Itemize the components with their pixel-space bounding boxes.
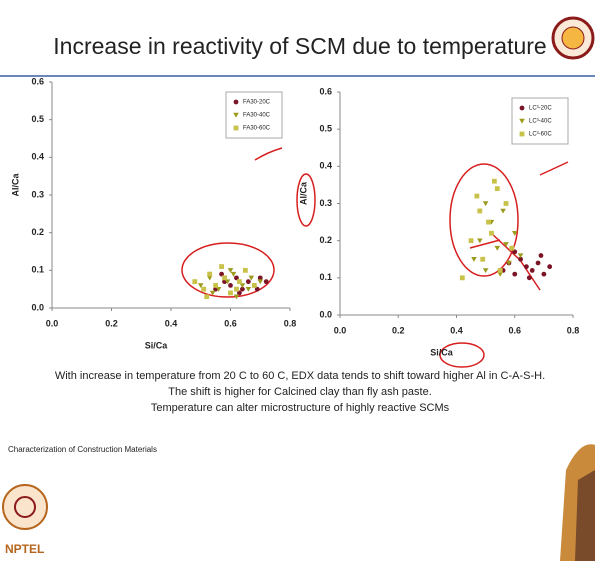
point xyxy=(228,283,233,288)
point xyxy=(518,253,524,258)
y-tick-label: 0.3 xyxy=(31,189,44,199)
x-tick-label: 0.2 xyxy=(392,325,405,335)
point xyxy=(246,287,252,292)
point xyxy=(536,261,541,266)
x-tick-label: 0.0 xyxy=(334,325,347,335)
legend-marker xyxy=(234,126,239,131)
point xyxy=(246,279,251,284)
point xyxy=(504,201,509,206)
point xyxy=(477,238,483,243)
y-tick-label: 0.6 xyxy=(319,86,332,96)
y-tick-label: 0.6 xyxy=(31,76,44,86)
y-tick-label: 0.0 xyxy=(319,309,332,319)
slide-title: Increase in reactivity of SCM due to tem… xyxy=(53,33,546,59)
logo-bottom xyxy=(3,485,47,529)
y-tick-label: 0.5 xyxy=(319,124,332,134)
point xyxy=(237,279,242,284)
slide: Increase in reactivity of SCM due to tem… xyxy=(0,0,595,561)
legend-label: LC³-20C xyxy=(529,106,552,112)
y-tick-label: 0.2 xyxy=(319,235,332,245)
y-tick-label: 0.2 xyxy=(31,227,44,237)
presenter xyxy=(560,444,595,561)
point xyxy=(192,279,197,284)
x-tick-label: 0.6 xyxy=(508,325,521,335)
x-tick-label: 0.4 xyxy=(165,318,178,328)
legend-label: FA30-60C xyxy=(243,126,271,132)
point xyxy=(495,186,500,191)
caption: Temperature can alter microstructure of … xyxy=(151,402,450,414)
point xyxy=(234,287,239,292)
y-tick-label: 0.4 xyxy=(319,161,332,171)
point xyxy=(219,264,224,269)
x-tick-label: 0.4 xyxy=(450,325,463,335)
legend-label: FA30-40C xyxy=(243,113,271,119)
point xyxy=(257,279,263,284)
point xyxy=(547,264,552,269)
y-tick-label: 0.1 xyxy=(31,265,44,275)
point xyxy=(243,268,248,273)
y-tick-label: 0.5 xyxy=(31,114,44,124)
point xyxy=(524,264,529,269)
legend-label: FA30-20C xyxy=(243,100,271,106)
footer: Characterization of Construction Materia… xyxy=(8,445,157,454)
point xyxy=(264,279,269,284)
caption: With increase in temperature from 20 C t… xyxy=(55,370,545,382)
x-tick-label: 0.0 xyxy=(46,318,59,328)
logo-text: NPTEL xyxy=(5,542,44,556)
point xyxy=(541,272,546,277)
point xyxy=(512,272,517,277)
y-tick-label: 0.3 xyxy=(319,198,332,208)
x-axis-label: Si/Ca xyxy=(145,340,169,350)
y-axis-label: Al/Ca xyxy=(298,181,308,205)
point xyxy=(204,294,209,299)
legend-label: LC³-60C xyxy=(529,132,552,138)
point xyxy=(486,220,491,225)
point xyxy=(492,179,497,184)
y-tick-label: 0.1 xyxy=(319,272,332,282)
y-tick-label: 0.4 xyxy=(31,152,44,162)
point xyxy=(222,275,227,280)
x-tick-label: 0.6 xyxy=(224,318,237,328)
point xyxy=(207,272,212,277)
point xyxy=(471,257,477,262)
point xyxy=(530,268,535,273)
x-tick-label: 0.8 xyxy=(284,318,297,328)
caption: The shift is higher for Calcined clay th… xyxy=(168,386,432,398)
point xyxy=(494,246,500,251)
legend-label: LC³-40C xyxy=(529,119,552,125)
x-tick-label: 0.8 xyxy=(567,325,580,335)
point xyxy=(489,231,494,236)
x-axis-label: Si/Ca xyxy=(430,347,454,357)
y-tick-label: 0.0 xyxy=(31,302,44,312)
point xyxy=(483,201,489,206)
point xyxy=(228,291,233,296)
logo-top xyxy=(553,18,593,58)
point xyxy=(539,253,544,258)
point xyxy=(213,283,218,288)
point xyxy=(480,257,485,262)
point xyxy=(527,275,532,280)
point xyxy=(483,268,489,273)
y-axis-label: Al/Ca xyxy=(10,173,20,197)
legend-marker xyxy=(520,132,525,137)
point xyxy=(469,238,474,243)
point xyxy=(252,283,257,288)
point xyxy=(474,194,479,199)
legend-marker xyxy=(234,100,239,105)
point xyxy=(201,287,206,292)
point xyxy=(477,209,482,214)
x-tick-label: 0.2 xyxy=(105,318,118,328)
point xyxy=(509,246,514,251)
legend-marker xyxy=(520,106,525,111)
point xyxy=(500,209,506,214)
point xyxy=(498,268,503,273)
point xyxy=(460,275,465,280)
